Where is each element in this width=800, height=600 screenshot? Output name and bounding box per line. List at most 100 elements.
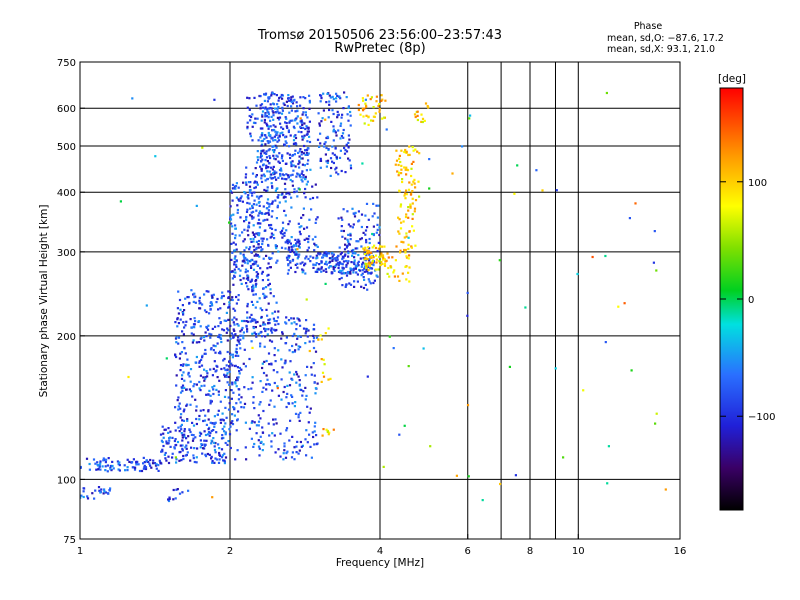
data-point <box>258 195 261 198</box>
data-point <box>357 240 360 243</box>
data-point <box>353 285 356 288</box>
data-point <box>184 446 187 449</box>
data-point <box>451 172 454 175</box>
data-point <box>288 384 292 387</box>
data-point <box>311 238 314 241</box>
data-point <box>260 237 263 240</box>
data-point <box>205 310 208 314</box>
data-point <box>297 413 300 416</box>
data-point <box>369 272 373 275</box>
data-point <box>108 489 111 492</box>
data-point <box>181 447 184 450</box>
data-point <box>299 335 302 338</box>
data-point <box>347 146 350 149</box>
data-point <box>225 375 228 378</box>
data-point <box>314 235 317 238</box>
data-point <box>259 152 263 155</box>
data-point <box>271 202 274 205</box>
data-point <box>223 462 226 465</box>
data-point <box>370 119 373 122</box>
data-point <box>271 312 274 315</box>
data-point <box>180 386 183 389</box>
data-point <box>293 153 296 156</box>
data-point <box>176 325 179 328</box>
data-point <box>364 102 367 105</box>
data-point <box>135 460 138 463</box>
data-point <box>233 309 237 312</box>
data-point <box>239 197 242 200</box>
data-point <box>297 162 300 166</box>
data-point <box>301 170 304 173</box>
data-point <box>308 99 311 102</box>
data-point <box>233 263 236 266</box>
data-point <box>246 311 249 314</box>
data-point <box>237 267 240 271</box>
data-point <box>181 330 184 333</box>
colorbar-tick-label: −100 <box>748 412 775 423</box>
data-point <box>308 411 311 414</box>
data-point <box>380 260 383 264</box>
data-point <box>266 140 269 143</box>
data-point <box>345 96 348 99</box>
data-point <box>290 100 293 103</box>
data-point <box>356 262 359 265</box>
data-point <box>320 266 323 269</box>
colorbar-tick-label: 100 <box>748 178 767 189</box>
data-point <box>300 120 303 123</box>
data-point <box>304 127 307 131</box>
data-point <box>236 211 239 214</box>
data-point <box>229 190 232 193</box>
data-point <box>246 259 250 262</box>
data-point <box>176 317 179 320</box>
data-point <box>254 186 257 189</box>
data-point <box>257 218 261 221</box>
data-point <box>269 119 272 122</box>
data-point <box>205 335 208 338</box>
data-point <box>297 416 300 419</box>
data-point <box>582 389 585 392</box>
data-point <box>282 102 285 105</box>
data-point <box>264 229 267 232</box>
data-point <box>234 187 237 190</box>
data-point <box>298 379 301 382</box>
data-point <box>373 212 376 215</box>
data-point <box>396 170 399 173</box>
data-point <box>274 360 277 363</box>
data-point <box>142 456 145 459</box>
data-point <box>346 270 349 274</box>
data-point <box>243 228 246 231</box>
data-point <box>347 250 350 253</box>
data-point <box>287 248 290 251</box>
data-point <box>655 412 658 415</box>
data-point <box>144 466 148 469</box>
data-point <box>217 409 220 412</box>
data-point <box>623 302 626 305</box>
data-point <box>104 469 107 472</box>
data-point <box>283 385 286 389</box>
data-point <box>274 158 277 161</box>
data-point <box>295 370 298 374</box>
data-point <box>98 489 101 492</box>
data-point <box>232 321 235 324</box>
data-point <box>354 247 357 250</box>
data-point <box>211 386 214 389</box>
data-point <box>233 257 236 260</box>
data-point <box>263 93 266 96</box>
data-point <box>202 447 205 450</box>
data-point <box>237 294 240 297</box>
data-point <box>222 436 225 440</box>
data-point <box>257 332 260 335</box>
data-point <box>313 249 316 252</box>
data-point <box>306 153 309 156</box>
data-point <box>180 377 184 380</box>
data-point <box>266 186 269 189</box>
data-point <box>280 246 284 249</box>
data-point <box>234 382 237 385</box>
data-point <box>182 363 185 366</box>
data-point <box>400 164 403 167</box>
data-point <box>209 308 212 311</box>
data-point <box>289 174 292 177</box>
data-point <box>237 354 240 357</box>
data-point <box>255 432 258 435</box>
data-point <box>263 360 266 363</box>
